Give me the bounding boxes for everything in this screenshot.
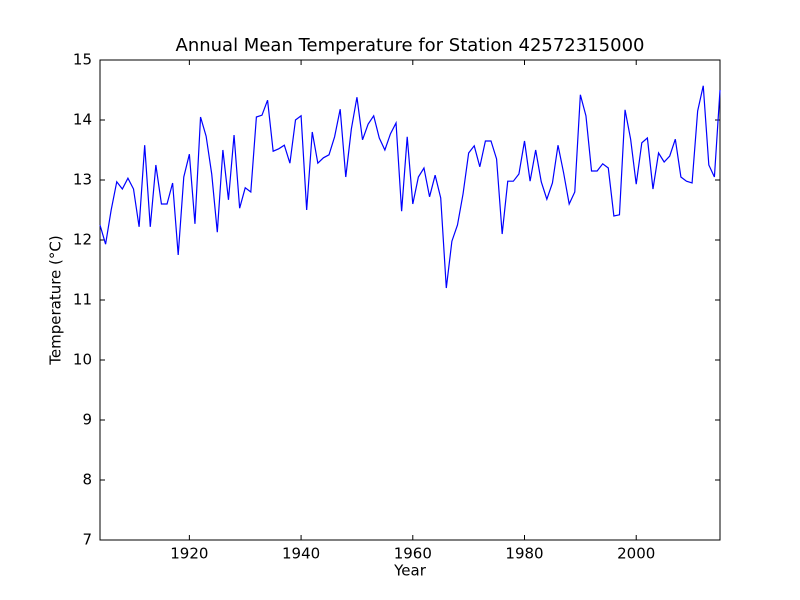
- plot-frame: [99, 59, 721, 541]
- x-axis-label: Year: [393, 562, 427, 580]
- x-tick-label: 1960: [394, 545, 432, 563]
- chart-title: Annual Mean Temperature for Station 4257…: [176, 35, 645, 56]
- y-axis-label: Temperature (°C): [47, 235, 65, 365]
- y-tick-label: 8: [82, 471, 92, 489]
- x-tick-label: 1980: [505, 545, 543, 563]
- y-tick-label: 13: [73, 171, 92, 189]
- y-tick-label: 11: [73, 291, 92, 309]
- x-tick-label: 1920: [170, 545, 208, 563]
- y-tick-label: 12: [73, 231, 92, 249]
- y-tick-label: 9: [82, 411, 92, 429]
- x-tick-label: 1940: [282, 545, 320, 563]
- data-line: [99, 85, 721, 289]
- y-tick-label: 15: [73, 51, 92, 69]
- x-tick-label: 2000: [617, 545, 655, 563]
- y-tick-label: 7: [82, 531, 92, 549]
- y-tick-label: 10: [73, 351, 92, 369]
- y-tick-label: 14: [73, 111, 92, 129]
